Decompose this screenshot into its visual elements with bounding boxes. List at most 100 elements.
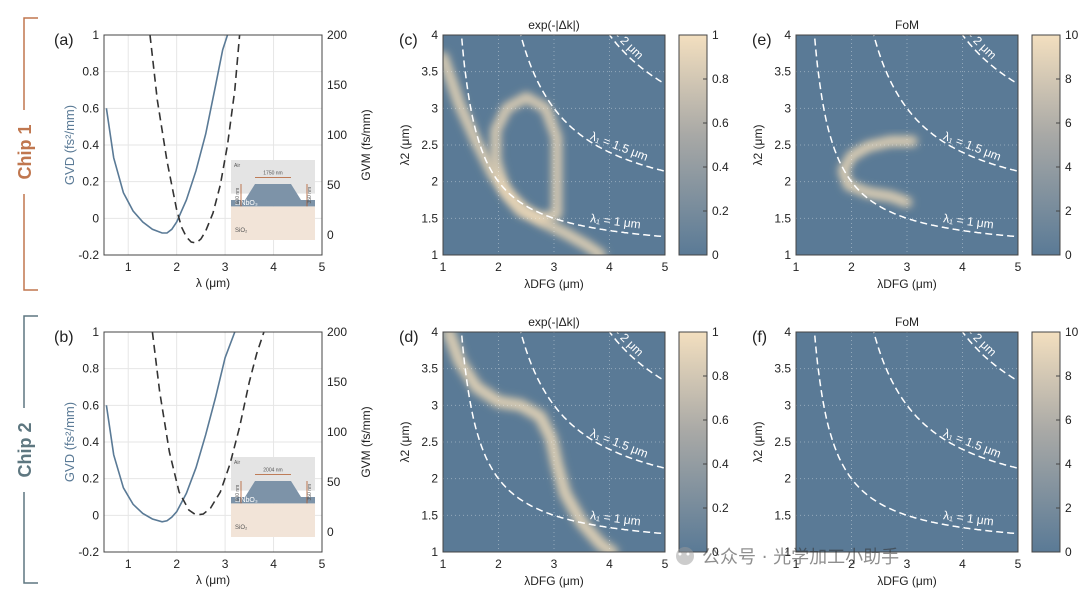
panel-label: (f) bbox=[752, 329, 767, 346]
inset-height-label: 600 nm bbox=[235, 188, 241, 205]
x-tick-label: 4 bbox=[606, 557, 613, 571]
y-axis-label: GVD (fs²/mm) bbox=[62, 402, 77, 482]
colorbar-tick-label: 0 bbox=[712, 248, 719, 262]
chip-2-label: Chip 2 bbox=[15, 422, 35, 477]
inset-core-label: LiNbO₃ bbox=[235, 497, 258, 504]
x-tick-label: 3 bbox=[551, 260, 558, 274]
y-axis-label: λ2 (μm) bbox=[751, 125, 765, 166]
inset-width-label: 1750 nm bbox=[263, 170, 282, 176]
chip-2-bracket: Chip 2 bbox=[12, 315, 38, 584]
x-tick-label: 5 bbox=[662, 557, 669, 571]
x-tick-label: 3 bbox=[904, 260, 911, 274]
colorbar-tick-label: 10 bbox=[1065, 325, 1079, 339]
panel-title: FoM bbox=[895, 18, 919, 32]
colorbar-tick-label: 2 bbox=[1065, 204, 1072, 218]
y-tick-label: 1 bbox=[92, 28, 99, 42]
y-tick-label: -0.2 bbox=[78, 545, 99, 559]
panel-title: exp(-|Δk|) bbox=[528, 315, 580, 329]
inset-width-label: 2004 nm bbox=[263, 467, 282, 473]
y2-tick-label: 50 bbox=[327, 475, 341, 489]
colorbar-tick-label: 8 bbox=[1065, 369, 1072, 383]
x-tick-label: 1 bbox=[793, 260, 800, 274]
y-tick-label: 1.5 bbox=[774, 211, 791, 225]
y-tick-label: 0.8 bbox=[82, 65, 99, 79]
heatmap-ridge bbox=[840, 138, 916, 205]
series-gvd-line bbox=[105, 332, 236, 523]
series-gvd-line bbox=[105, 35, 229, 234]
inset-slab bbox=[231, 497, 315, 504]
colorbar-tick-label: 6 bbox=[1065, 116, 1072, 130]
x-tick-label: 2 bbox=[173, 557, 180, 571]
colorbar-tick-label: 0 bbox=[712, 545, 719, 559]
y-tick-label: 3 bbox=[431, 101, 438, 115]
y-tick-label: 0.6 bbox=[82, 101, 99, 115]
panel-title: exp(-|Δk|) bbox=[528, 18, 580, 32]
x-tick-label: 5 bbox=[319, 557, 326, 571]
inset-bottom-label: SiO₂ bbox=[235, 525, 248, 531]
inset-air-label: Air bbox=[234, 163, 240, 169]
inset-core-label: LiNbO₃ bbox=[235, 200, 258, 207]
y-tick-label: 2 bbox=[431, 175, 438, 189]
colorbar-tick-label: 0.2 bbox=[712, 204, 729, 218]
panel-label: (a) bbox=[54, 32, 74, 49]
x-tick-label: 2 bbox=[848, 260, 855, 274]
inset-sio2 bbox=[231, 503, 315, 537]
plot-frame bbox=[103, 331, 323, 553]
colorbar-tick-label: 6 bbox=[1065, 413, 1072, 427]
x-tick-label: 4 bbox=[959, 260, 966, 274]
x-tick-label: 4 bbox=[959, 557, 966, 571]
contour-lambda1-line bbox=[608, 35, 665, 85]
waveguide-inset: Air LiNbO₃ SiO₂ 2004 nm 600 nm 350 nm bbox=[231, 457, 315, 537]
y-tick-label: 0.4 bbox=[82, 435, 99, 449]
y2-tick-label: 150 bbox=[327, 375, 347, 389]
y-tick-label: 0 bbox=[92, 508, 99, 522]
x-tick-label: 3 bbox=[904, 557, 911, 571]
plot-frame bbox=[795, 331, 1019, 553]
x-axis-label: λ (μm) bbox=[196, 573, 230, 587]
x-tick-label: 2 bbox=[173, 260, 180, 274]
colorbar-tick-label: 1 bbox=[712, 28, 719, 42]
y2-axis-label: GVM (fs/mm) bbox=[359, 109, 373, 180]
y-tick-label: 3 bbox=[784, 398, 791, 412]
x-tick-label: 2 bbox=[495, 557, 502, 571]
colorbar-tick-label: 0.4 bbox=[712, 457, 729, 471]
x-tick-label: 1 bbox=[125, 260, 132, 274]
x-tick-label: 3 bbox=[222, 557, 229, 571]
y-tick-label: 3.5 bbox=[774, 65, 791, 79]
contour-lambda1-line bbox=[813, 35, 1018, 238]
colorbar-tick-label: 2 bbox=[1065, 501, 1072, 515]
y-tick-label: 1.5 bbox=[774, 508, 791, 522]
contour-lambda1-line bbox=[961, 35, 1018, 85]
x-tick-label: 5 bbox=[319, 260, 326, 274]
x-tick-label: 1 bbox=[440, 557, 447, 571]
y-axis-label: λ2 (μm) bbox=[751, 422, 765, 463]
y-tick-label: 2.5 bbox=[774, 138, 791, 152]
heatmap-ridge bbox=[445, 332, 616, 552]
x-tick-label: 4 bbox=[270, 557, 277, 571]
colorbar-tick-label: 4 bbox=[1065, 160, 1072, 174]
y-tick-label: 3 bbox=[784, 101, 791, 115]
y-tick-label: 1 bbox=[431, 248, 438, 262]
y-tick-label: 0.2 bbox=[82, 472, 99, 486]
contour-lambda1-line bbox=[608, 332, 665, 382]
y2-tick-label: 50 bbox=[327, 178, 341, 192]
colorbar-tick-label: 8 bbox=[1065, 72, 1072, 86]
colorbar bbox=[1031, 331, 1061, 553]
y-tick-label: 0.2 bbox=[82, 175, 99, 189]
y-tick-label: 1.5 bbox=[421, 508, 438, 522]
contour-lambda1-line bbox=[519, 332, 665, 469]
y-tick-label: 2 bbox=[784, 175, 791, 189]
panel-title: FoM bbox=[895, 315, 919, 329]
x-axis-label: λDFG (μm) bbox=[524, 574, 584, 588]
contour-lambda1-line bbox=[813, 332, 1018, 535]
panel-label: (d) bbox=[399, 329, 419, 346]
colorbar bbox=[1031, 34, 1061, 256]
y-tick-label: 0 bbox=[92, 211, 99, 225]
y-tick-label: 1 bbox=[784, 248, 791, 262]
colorbar-tick-label: 0.8 bbox=[712, 72, 729, 86]
y2-tick-label: 200 bbox=[327, 325, 347, 339]
y-axis-label: GVD (fs²/mm) bbox=[62, 105, 77, 185]
x-tick-label: 1 bbox=[125, 557, 132, 571]
